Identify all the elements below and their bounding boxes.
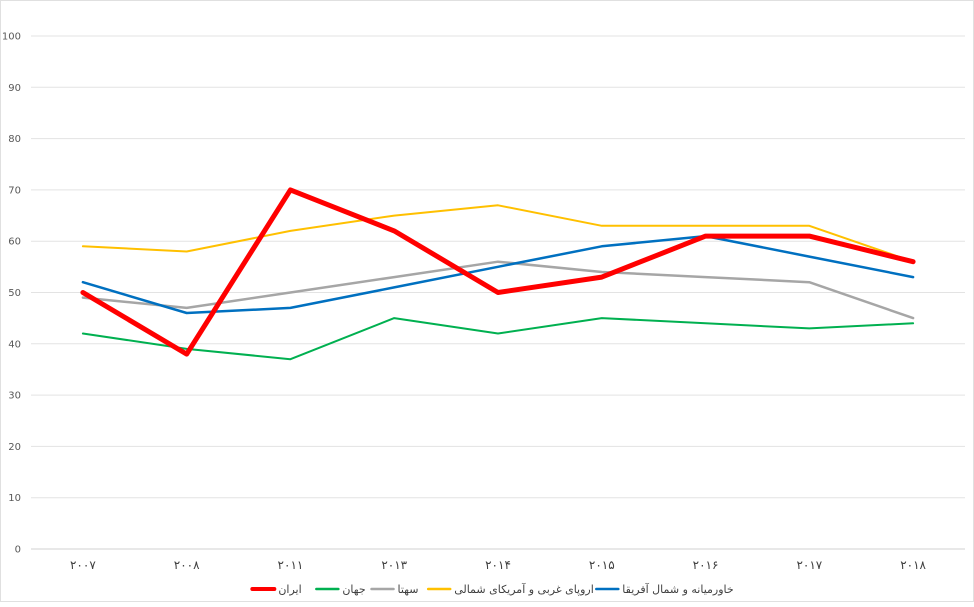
series-line-0 [80, 187, 916, 357]
x-axis: ۲۰۰۷ ۲۰۰۸ ۲۰۱۱ ۲۰۱۳ ۲۰۱۴ ۲۰۱۵ ۲۰۱۶ ۲۰۱۷ ۲۰۱۸ [70, 558, 927, 572]
y-tick-label: 0 [15, 545, 21, 556]
legend-label: خاورمیانه و شمال آفریقا [622, 582, 733, 596]
series-line-4 [81, 234, 915, 315]
legend: ایران جهان سهتا اروپای غربی و آمریکای شمالی… [250, 582, 734, 596]
series-line-3 [81, 204, 915, 263]
legend-label: ایران [278, 583, 301, 596]
y-tick-label: 80 [8, 134, 21, 145]
y-tick-label: 60 [8, 237, 21, 248]
y-tick-label: 50 [8, 288, 21, 299]
y-tick-label: 30 [8, 391, 21, 402]
y-tick-label: 10 [8, 493, 21, 504]
legend-label: سهتا [398, 583, 419, 596]
x-tick-label: ۲۰۱۳ [381, 558, 407, 572]
x-tick-label: ۲۰۱۱ [278, 558, 304, 572]
series-lines [80, 187, 916, 361]
x-tick-label: ۲۰۱۶ [693, 558, 719, 572]
x-tick-label: ۲۰۰۷ [70, 558, 96, 572]
legend-label: اروپای غربی و آمریکای شمالی [454, 582, 594, 596]
y-tick-label: 40 [8, 339, 21, 350]
series-line-1 [81, 317, 915, 361]
y-tick-label: 90 [8, 83, 21, 94]
x-tick-label: ۲۰۱۷ [796, 558, 822, 572]
y-axis: 0 10 20 30 40 50 60 70 80 90 100 [2, 32, 21, 556]
y-tick-label: 100 [2, 32, 21, 43]
y-tick-label: 70 [8, 185, 21, 196]
legend-label: جهان [342, 583, 365, 596]
x-tick-label: ۲۰۱۴ [485, 558, 511, 572]
y-tick-label: 20 [8, 442, 21, 453]
x-tick-label: ۲۰۰۸ [174, 558, 200, 572]
x-tick-label: ۲۰۱۸ [900, 558, 926, 572]
x-tick-label: ۲۰۱۵ [589, 558, 615, 572]
